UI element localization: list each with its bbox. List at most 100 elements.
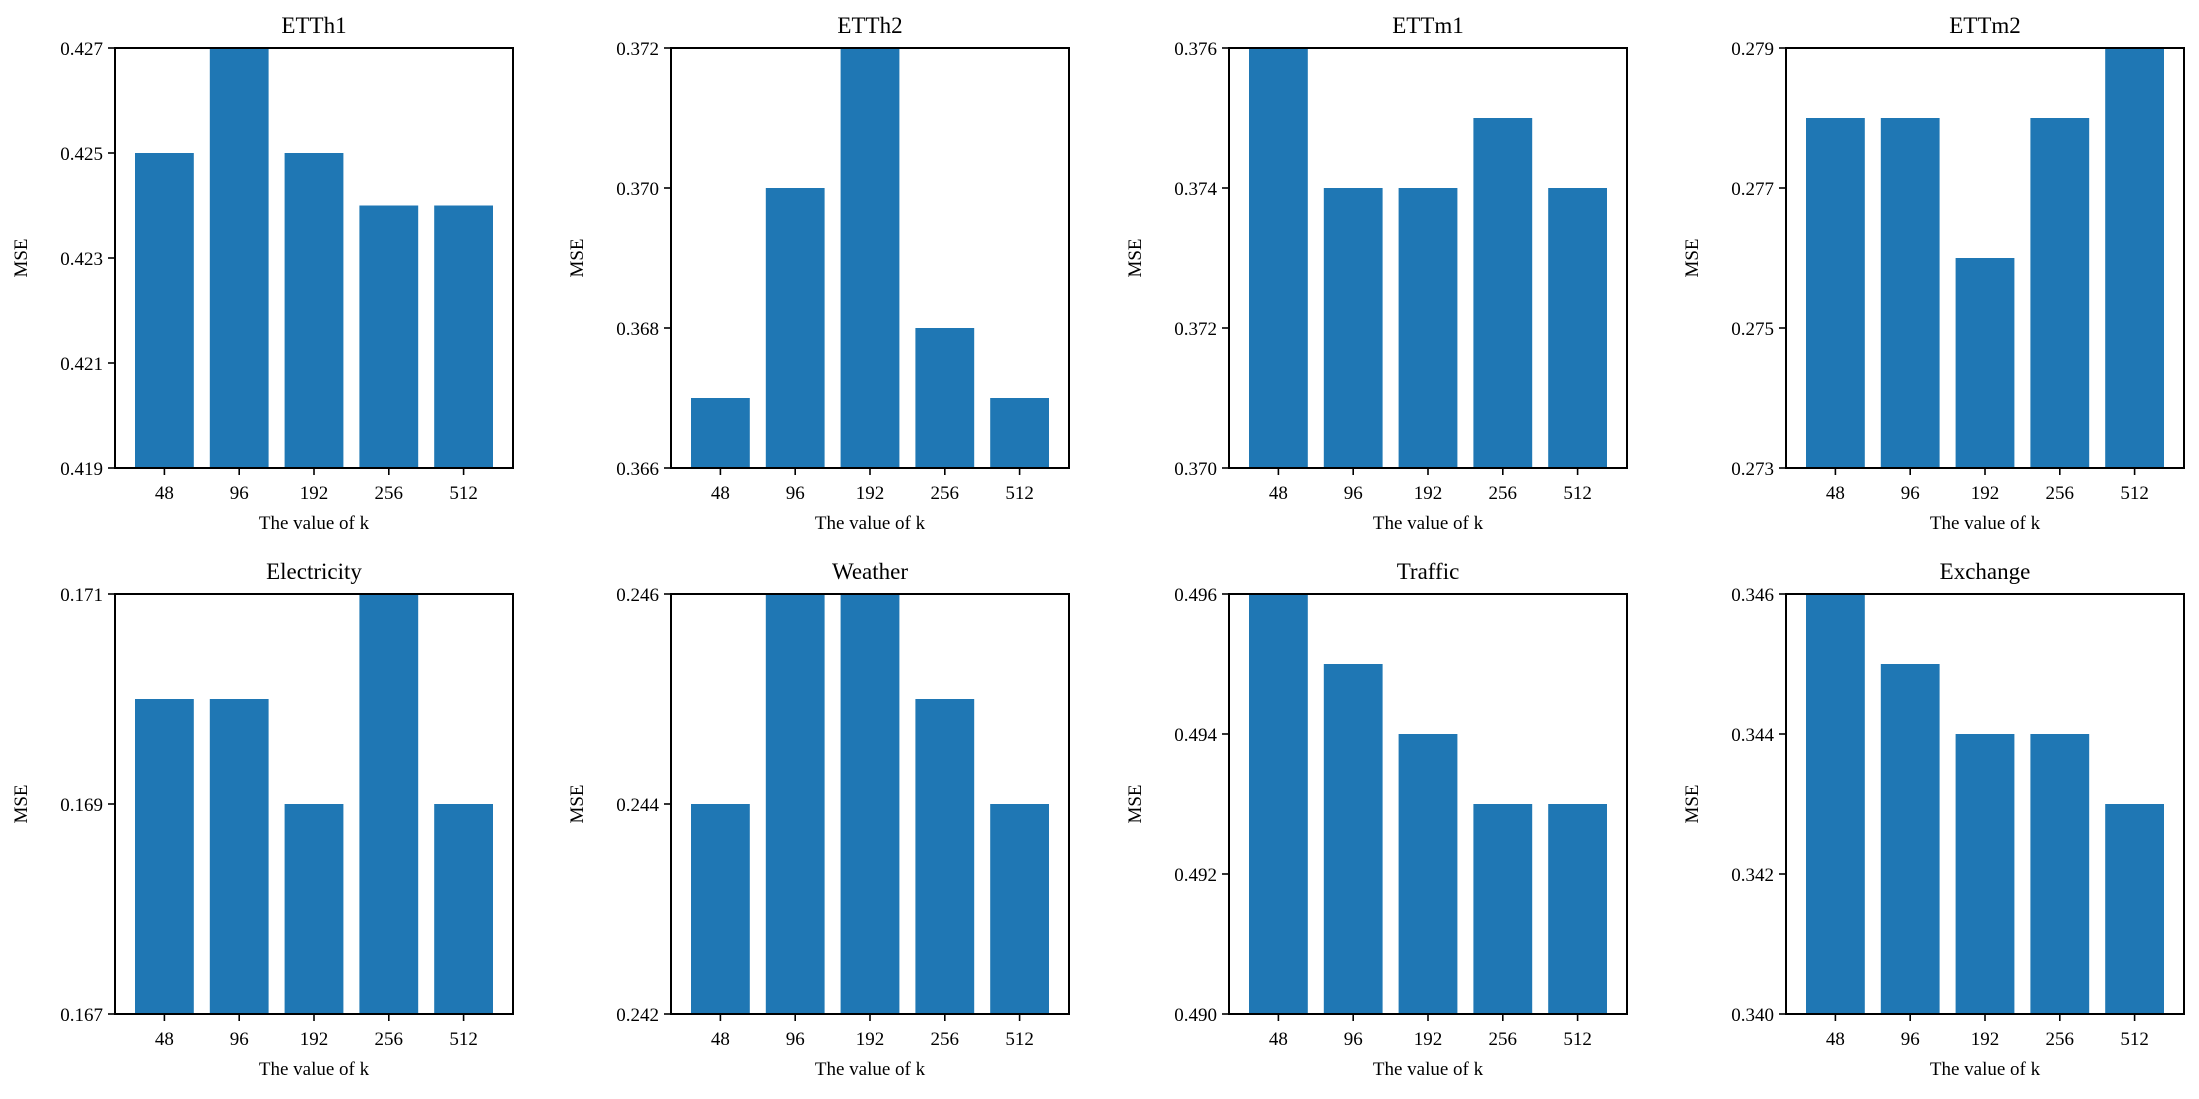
bar [359, 205, 419, 468]
x-tick-label: 192 [300, 483, 329, 504]
x-tick-label: 48 [155, 483, 174, 504]
y-tick-label: 0.425 [60, 144, 103, 165]
x-axis-label: The value of k [1373, 1059, 1484, 1080]
y-axis-label: MSE [11, 238, 32, 277]
bar [1548, 804, 1607, 1014]
bar [1806, 594, 1865, 1014]
x-tick-label: 256 [1489, 483, 1518, 504]
y-tick-label: 0.496 [1174, 585, 1217, 606]
bar [691, 804, 750, 1014]
chart-panel-ettm1: 48 96 192 256 512 0.370 0.372 0.374 0.376 ETTm1 Th… [1125, 13, 1628, 534]
y-tick-label: 0.273 [1731, 459, 1774, 480]
bar [284, 153, 344, 468]
bar [1323, 188, 1383, 468]
bar [840, 48, 900, 468]
chart-title: ETTh2 [837, 13, 902, 38]
chart-panels: 48 96 192 256 512 0.419 0.421 0.423 0.425 0.427 ET… [11, 13, 2185, 1080]
chart-panel-weather: 48 96 192 256 512 0.242 0.244 0.246 Weather The v… [567, 559, 1070, 1080]
bar [1249, 594, 1308, 1014]
x-tick-label: 512 [2120, 1029, 2149, 1050]
bar [1955, 734, 2015, 1014]
bar [2030, 118, 2090, 468]
bar [915, 699, 975, 1014]
chart-title: ETTm1 [1392, 13, 1464, 38]
x-tick-label: 256 [375, 1029, 404, 1050]
x-tick-label: 96 [230, 1029, 249, 1050]
y-tick-label: 0.492 [1174, 865, 1217, 886]
x-tick-label: 48 [155, 1029, 174, 1050]
x-tick-label: 96 [786, 483, 805, 504]
y-tick-label: 0.421 [60, 354, 103, 375]
bar [1880, 664, 1940, 1014]
chart-panel-electricity: 48 96 192 256 512 0.167 0.169 0.171 Electricity T… [11, 559, 514, 1080]
x-tick-label: 192 [1414, 1029, 1443, 1050]
y-tick-label: 0.423 [60, 249, 103, 270]
bar [691, 398, 750, 468]
bar [434, 804, 493, 1014]
bar [135, 699, 194, 1014]
y-tick-label: 0.419 [60, 459, 103, 480]
x-tick-label: 512 [449, 483, 478, 504]
bar [359, 594, 419, 1014]
x-tick-label: 96 [1344, 1029, 1363, 1050]
bar [434, 205, 493, 468]
bar [990, 804, 1049, 1014]
chart-panel-etth2: 48 96 192 256 512 0.366 0.368 0.370 0.372 ETTh2 Th… [567, 13, 1070, 534]
x-tick-label: 192 [300, 1029, 329, 1050]
bar [990, 398, 1049, 468]
bar [915, 328, 975, 468]
x-tick-label: 512 [1005, 483, 1034, 504]
y-tick-label: 0.370 [1174, 459, 1217, 480]
y-tick-label: 0.427 [60, 39, 103, 60]
x-tick-label: 96 [786, 1029, 805, 1050]
bar [1473, 804, 1533, 1014]
y-tick-label: 0.494 [1174, 725, 1217, 746]
chart-panel-exchange: 48 96 192 256 512 0.340 0.342 0.344 0.346 Exchang… [1682, 559, 2185, 1080]
bar [1548, 188, 1607, 468]
y-tick-label: 0.340 [1731, 1005, 1774, 1026]
x-axis-label: The value of k [815, 1059, 926, 1080]
chart-title: Weather [832, 559, 908, 584]
y-tick-label: 0.171 [60, 585, 103, 606]
y-tick-label: 0.372 [1174, 319, 1217, 340]
x-tick-label: 512 [1005, 1029, 1034, 1050]
bar [2030, 734, 2090, 1014]
x-tick-label: 256 [2046, 483, 2075, 504]
y-tick-label: 0.366 [616, 459, 659, 480]
x-axis-label: The value of k [259, 1059, 370, 1080]
y-tick-label: 0.376 [1174, 39, 1217, 60]
x-tick-label: 192 [1971, 1029, 2000, 1050]
y-axis-label: MSE [567, 238, 588, 277]
x-tick-label: 96 [1901, 1029, 1920, 1050]
chart-title: Exchange [1940, 559, 2031, 584]
y-tick-label: 0.244 [616, 795, 659, 816]
x-tick-label: 48 [711, 483, 730, 504]
bar [1398, 188, 1458, 468]
x-tick-label: 256 [1489, 1029, 1518, 1050]
x-tick-label: 192 [856, 483, 885, 504]
y-tick-label: 0.368 [616, 319, 659, 340]
bar [1473, 118, 1533, 468]
y-tick-label: 0.169 [60, 795, 103, 816]
bar [284, 804, 344, 1014]
bar [765, 188, 825, 468]
y-tick-label: 0.275 [1731, 319, 1774, 340]
y-axis-label: MSE [1682, 784, 1703, 823]
x-tick-label: 512 [1563, 483, 1592, 504]
x-tick-label: 512 [449, 1029, 478, 1050]
x-tick-label: 48 [711, 1029, 730, 1050]
x-tick-label: 256 [931, 483, 960, 504]
y-axis-label: MSE [1125, 784, 1146, 823]
x-tick-label: 256 [375, 483, 404, 504]
bar [1806, 118, 1865, 468]
x-tick-label: 96 [230, 483, 249, 504]
bar [209, 699, 269, 1014]
x-tick-label: 96 [1344, 483, 1363, 504]
x-axis-label: The value of k [1930, 513, 2041, 534]
x-tick-label: 48 [1269, 1029, 1288, 1050]
x-tick-label: 48 [1826, 483, 1845, 504]
bar [1249, 48, 1308, 468]
chart-title: ETTh1 [281, 13, 346, 38]
y-tick-label: 0.374 [1174, 179, 1217, 200]
